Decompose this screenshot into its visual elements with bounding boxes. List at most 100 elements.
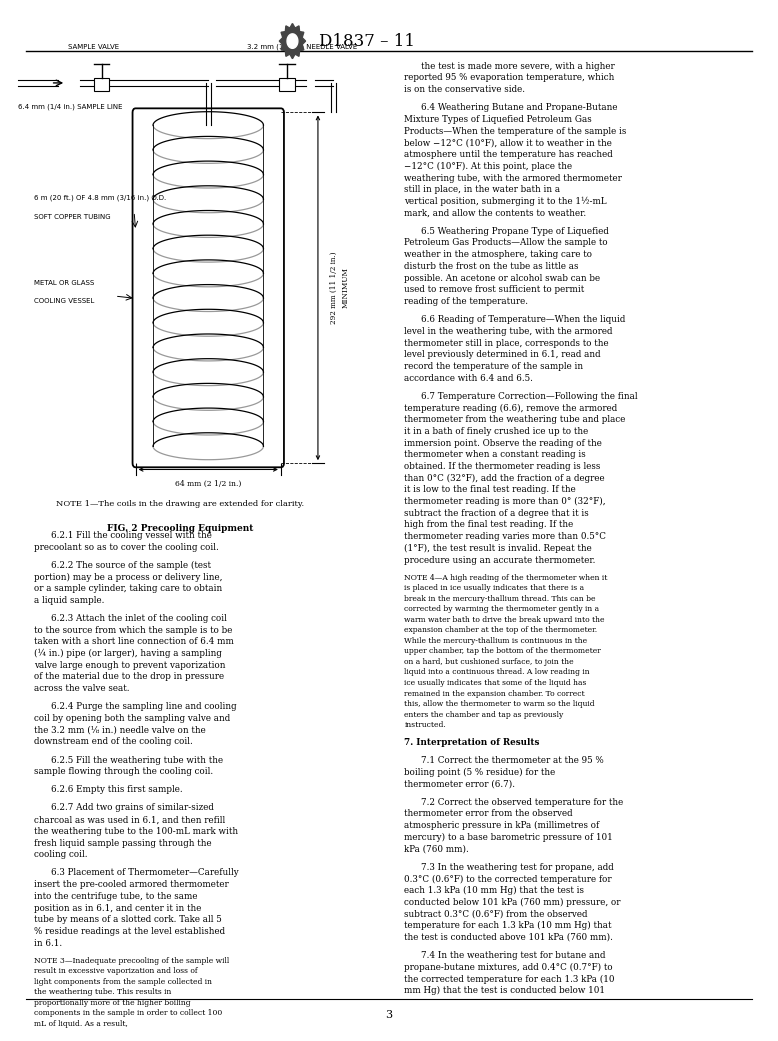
Text: 7.1 Correct the thermometer at the 95 %: 7.1 Correct the thermometer at the 95 % xyxy=(422,756,605,765)
Text: thermometer from the weathering tube and place: thermometer from the weathering tube and… xyxy=(405,415,626,424)
Text: COOLING VESSEL: COOLING VESSEL xyxy=(33,299,94,304)
Text: the corrected temperature for each 1.3 kPa (10: the corrected temperature for each 1.3 k… xyxy=(405,974,615,984)
Text: proportionally more of the higher boiling: proportionally more of the higher boilin… xyxy=(33,999,191,1007)
Text: sample flowing through the cooling coil.: sample flowing through the cooling coil. xyxy=(33,767,213,777)
Text: break in the mercury-thallium thread. This can be: break in the mercury-thallium thread. Th… xyxy=(405,594,596,603)
Text: 6.2.2 The source of the sample (test: 6.2.2 The source of the sample (test xyxy=(51,561,211,569)
Text: thermometer error from the observed: thermometer error from the observed xyxy=(405,810,573,818)
Text: possible. An acetone or alcohol swab can be: possible. An acetone or alcohol swab can… xyxy=(405,274,601,282)
Text: 6.3 Placement of Thermometer—Carefully: 6.3 Placement of Thermometer—Carefully xyxy=(51,868,238,878)
Text: 6.7 Temperature Correction—Following the final: 6.7 Temperature Correction—Following the… xyxy=(422,391,638,401)
Text: conducted below 101 kPa (760 mm) pressure, or: conducted below 101 kPa (760 mm) pressur… xyxy=(405,897,621,907)
Text: thermometer error (6.7).: thermometer error (6.7). xyxy=(405,780,516,789)
Text: it is low to the final test reading. If the: it is low to the final test reading. If … xyxy=(405,485,576,494)
Text: weather in the atmosphere, taking care to: weather in the atmosphere, taking care t… xyxy=(405,250,593,259)
Text: of the material due to the drop in pressure: of the material due to the drop in press… xyxy=(33,672,224,682)
Text: 7.2 Correct the observed temperature for the: 7.2 Correct the observed temperature for… xyxy=(422,797,624,807)
Text: vertical position, submerging it to the 1½-mL: vertical position, submerging it to the … xyxy=(405,197,607,206)
Text: 6 m (20 ft.) OF 4.8 mm (3/16 in.) O.D.: 6 m (20 ft.) OF 4.8 mm (3/16 in.) O.D. xyxy=(33,195,166,201)
Text: obtained. If the thermometer reading is less: obtained. If the thermometer reading is … xyxy=(405,462,601,471)
Text: kPa (760 mm).: kPa (760 mm). xyxy=(405,844,469,854)
Text: tube by means of a slotted cork. Take all 5: tube by means of a slotted cork. Take al… xyxy=(33,915,222,924)
Text: components in the sample in order to collect 100: components in the sample in order to col… xyxy=(33,1010,222,1017)
Text: 0.3°C (0.6°F) to the corrected temperature for: 0.3°C (0.6°F) to the corrected temperatu… xyxy=(405,874,612,884)
Text: charcoal as was used in 6.1, and then refill: charcoal as was used in 6.1, and then re… xyxy=(33,815,225,824)
Text: % residue readings at the level established: % residue readings at the level establis… xyxy=(33,926,225,936)
Text: weathering tube, with the armored thermometer: weathering tube, with the armored thermo… xyxy=(405,174,622,182)
Text: liquid into a continuous thread. A low reading in: liquid into a continuous thread. A low r… xyxy=(405,668,590,677)
Text: D1837 – 11: D1837 – 11 xyxy=(320,32,415,50)
Text: remained in the expansion chamber. To correct: remained in the expansion chamber. To co… xyxy=(405,689,585,697)
Text: taken with a short line connection of 6.4 mm: taken with a short line connection of 6.… xyxy=(33,637,233,646)
Text: high from the final test reading. If the: high from the final test reading. If the xyxy=(405,520,573,530)
Text: 7.4 In the weathering test for butane and: 7.4 In the weathering test for butane an… xyxy=(422,951,606,960)
Text: Products—When the temperature of the sample is: Products—When the temperature of the sam… xyxy=(405,127,627,135)
Text: still in place, in the water bath in a: still in place, in the water bath in a xyxy=(405,185,561,195)
Text: 6.2.4 Purge the sampling line and cooling: 6.2.4 Purge the sampling line and coolin… xyxy=(51,703,237,711)
Text: below −12°C (10°F), allow it to weather in the: below −12°C (10°F), allow it to weather … xyxy=(405,138,612,148)
Text: insert the pre-cooled armored thermometer: insert the pre-cooled armored thermomete… xyxy=(33,880,229,889)
Text: reported 95 % evaporation temperature, which: reported 95 % evaporation temperature, w… xyxy=(405,74,615,82)
Text: 292 mm (11 1/2 in.): 292 mm (11 1/2 in.) xyxy=(330,252,338,324)
Text: boiling point (5 % residue) for the: boiling point (5 % residue) for the xyxy=(405,768,555,777)
Text: ice usually indicates that some of the liquid has: ice usually indicates that some of the l… xyxy=(405,679,587,687)
Text: atmospheric pressure in kPa (millimetres of: atmospheric pressure in kPa (millimetres… xyxy=(405,821,600,831)
Text: 6.2.7 Add two grains of similar-sized: 6.2.7 Add two grains of similar-sized xyxy=(51,804,213,812)
Text: 6.4 Weathering Butane and Propane-Butane: 6.4 Weathering Butane and Propane-Butane xyxy=(422,103,618,112)
Text: warm water bath to drive the break upward into the: warm water bath to drive the break upwar… xyxy=(405,616,605,624)
FancyBboxPatch shape xyxy=(132,108,284,467)
Text: SAMPLE VALVE: SAMPLE VALVE xyxy=(68,44,120,50)
Text: procedure using an accurate thermometer.: procedure using an accurate thermometer. xyxy=(405,556,596,564)
Text: each 1.3 kPa (10 mm Hg) that the test is: each 1.3 kPa (10 mm Hg) that the test is xyxy=(405,886,584,895)
Text: this, allow the thermometer to warm so the liquid: this, allow the thermometer to warm so t… xyxy=(405,700,595,708)
Text: precoolant so as to cover the cooling coil.: precoolant so as to cover the cooling co… xyxy=(33,542,219,552)
Text: mercury) to a base barometric pressure of 101: mercury) to a base barometric pressure o… xyxy=(405,833,613,842)
Text: coil by opening both the sampling valve and: coil by opening both the sampling valve … xyxy=(33,714,230,722)
Text: level previously determined in 6.1, read and: level previously determined in 6.1, read… xyxy=(405,350,601,359)
Text: the weathering tube to the 100-mL mark with: the weathering tube to the 100-mL mark w… xyxy=(33,827,238,836)
Text: propane-butane mixtures, add 0.4°C (0.7°F) to: propane-butane mixtures, add 0.4°C (0.7°… xyxy=(405,963,613,972)
Text: portion) may be a process or delivery line,: portion) may be a process or delivery li… xyxy=(33,573,223,582)
Text: the weathering tube. This results in: the weathering tube. This results in xyxy=(33,988,171,996)
Text: upper chamber, tap the bottom of the thermometer: upper chamber, tap the bottom of the the… xyxy=(405,648,601,656)
Text: light components from the sample collected in: light components from the sample collect… xyxy=(33,977,212,986)
Text: position as in 6.1, and center it in the: position as in 6.1, and center it in the xyxy=(33,904,201,913)
Text: 64 mm (2 1/2 in.): 64 mm (2 1/2 in.) xyxy=(175,480,241,488)
Text: downstream end of the cooling coil.: downstream end of the cooling coil. xyxy=(33,737,192,746)
Text: mm Hg) that the test is conducted below 101: mm Hg) that the test is conducted below … xyxy=(405,986,605,995)
Text: thermometer reading varies more than 0.5°C: thermometer reading varies more than 0.5… xyxy=(405,532,606,541)
Text: accordance with 6.4 and 6.5.: accordance with 6.4 and 6.5. xyxy=(405,374,534,383)
Text: NOTE 1—The coils in the drawing are extended for clarity.: NOTE 1—The coils in the drawing are exte… xyxy=(56,500,304,508)
Text: 3.2 mm (1/8 in.) NEEDLE VALVE: 3.2 mm (1/8 in.) NEEDLE VALVE xyxy=(247,44,358,50)
Text: a liquid sample.: a liquid sample. xyxy=(33,595,104,605)
Text: the test is conducted above 101 kPa (760 mm).: the test is conducted above 101 kPa (760… xyxy=(405,933,613,942)
Text: is placed in ice usually indicates that there is a: is placed in ice usually indicates that … xyxy=(405,584,584,592)
Text: mark, and allow the contents to weather.: mark, and allow the contents to weather. xyxy=(405,208,587,218)
Text: Mixture Types of Liquefied Petroleum Gas: Mixture Types of Liquefied Petroleum Gas xyxy=(405,116,592,124)
Text: subtract the fraction of a degree that it is: subtract the fraction of a degree that i… xyxy=(405,509,589,517)
Text: 6.2.3 Attach the inlet of the cooling coil: 6.2.3 Attach the inlet of the cooling co… xyxy=(51,614,226,623)
Text: record the temperature of the sample in: record the temperature of the sample in xyxy=(405,362,584,371)
Text: 3: 3 xyxy=(385,1011,393,1020)
Text: thermometer reading is more than 0° (32°F),: thermometer reading is more than 0° (32°… xyxy=(405,497,606,506)
Text: fresh liquid sample passing through the: fresh liquid sample passing through the xyxy=(33,839,212,847)
Text: (1°F), the test result is invalid. Repeat the: (1°F), the test result is invalid. Repea… xyxy=(405,543,592,553)
Text: NOTE 4—A high reading of the thermometer when it: NOTE 4—A high reading of the thermometer… xyxy=(405,574,608,582)
Text: thermometer when a constant reading is: thermometer when a constant reading is xyxy=(405,451,586,459)
Text: 7. Interpretation of Results: 7. Interpretation of Results xyxy=(405,738,540,747)
Text: disturb the frost on the tube as little as: disturb the frost on the tube as little … xyxy=(405,262,579,271)
Text: MINIMUM: MINIMUM xyxy=(341,268,349,308)
Text: 7.3 In the weathering test for propane, add: 7.3 In the weathering test for propane, … xyxy=(422,863,614,871)
Text: cooling coil.: cooling coil. xyxy=(33,850,87,859)
Text: instructed.: instructed. xyxy=(405,721,447,729)
Text: SOFT COPPER TUBING: SOFT COPPER TUBING xyxy=(33,213,110,220)
Text: 6.2.6 Empty this first sample.: 6.2.6 Empty this first sample. xyxy=(51,785,182,794)
Text: in 6.1.: in 6.1. xyxy=(33,939,61,947)
Polygon shape xyxy=(279,24,306,58)
Text: 6.2.1 Fill the cooling vessel with the: 6.2.1 Fill the cooling vessel with the xyxy=(51,531,212,540)
Text: across the valve seat.: across the valve seat. xyxy=(33,684,129,693)
Text: subtract 0.3°C (0.6°F) from the observed: subtract 0.3°C (0.6°F) from the observed xyxy=(405,910,588,918)
Text: 6.2.5 Fill the weathering tube with the: 6.2.5 Fill the weathering tube with the xyxy=(51,756,223,764)
Text: level in the weathering tube, with the armored: level in the weathering tube, with the a… xyxy=(405,327,613,336)
Polygon shape xyxy=(287,34,298,48)
